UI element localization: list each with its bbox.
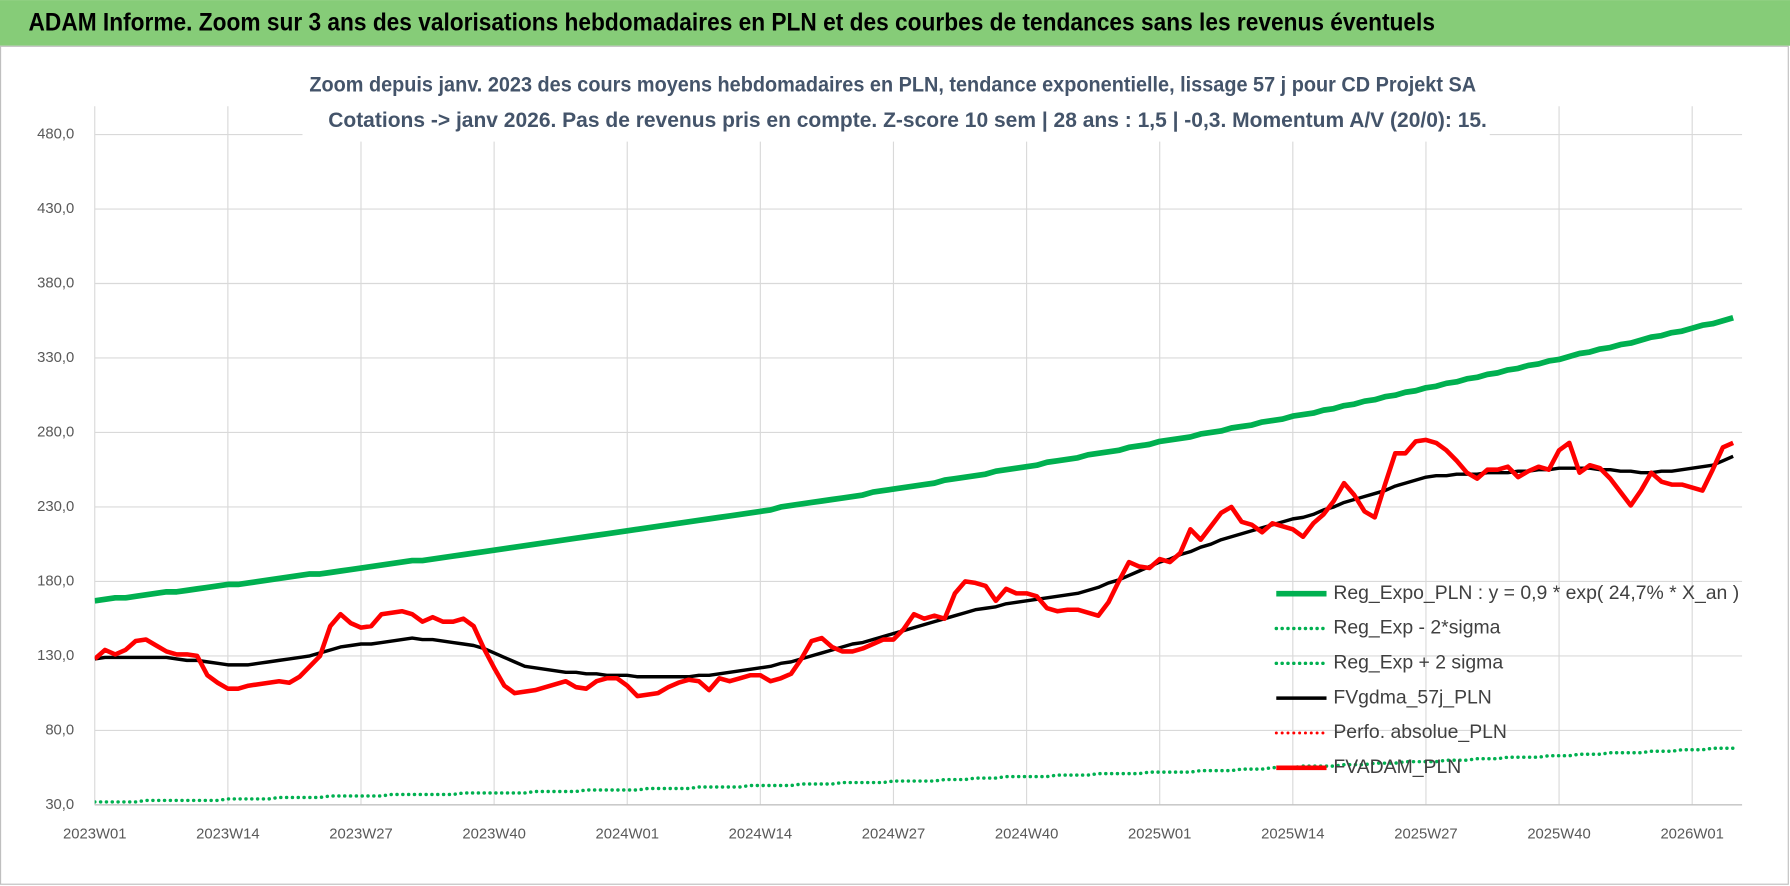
x-tick-label: 2025W14 [1261, 826, 1324, 842]
series-line [94, 437, 1735, 699]
x-tick-label: 2023W14 [196, 826, 259, 842]
legend-label: FVADAM_PLN [1333, 756, 1461, 778]
x-tick-label: 2023W27 [329, 826, 392, 842]
chart-subtitle: Cotations -> janv 2026. Pas de revenus p… [328, 107, 1487, 132]
series-line [94, 315, 1734, 604]
legend-label: FVgdma_57j_PLN [1333, 686, 1491, 708]
y-tick-label: 380,0 [37, 275, 74, 291]
legend-label: Reg_Exp - 2*sigma [1333, 617, 1500, 639]
x-tick-label: 2023W01 [63, 826, 126, 842]
chart-title: Zoom depuis janv. 2023 des cours moyens … [309, 71, 1476, 96]
y-tick-label: 280,0 [37, 424, 74, 440]
y-tick-label: 180,0 [37, 573, 74, 589]
y-tick-label: 330,0 [37, 350, 74, 366]
x-tick-label: 2023W40 [462, 826, 525, 842]
x-tick-label: 2026W01 [1660, 826, 1723, 842]
y-tick-label: 30,0 [45, 797, 74, 813]
y-tick-label: 130,0 [37, 648, 74, 664]
y-tick-label: 430,0 [37, 201, 74, 217]
legend-label: Perfo. absolue_PLN [1333, 721, 1507, 743]
x-tick-label: 2024W27 [862, 826, 925, 842]
legend-label: Reg_Exp + 2 sigma [1333, 651, 1503, 673]
x-tick-label: 2025W01 [1128, 826, 1191, 842]
y-tick-label: 480,0 [37, 126, 74, 142]
header-band [0, 0, 1790, 46]
title-box [302, 66, 1490, 142]
x-tick-label: 2025W27 [1394, 826, 1457, 842]
legend-label: Reg_Expo_PLN : y = 0,9 * exp( 24,7% * X_… [1333, 582, 1739, 604]
y-tick-label: 230,0 [37, 499, 74, 515]
series-line [94, 746, 1735, 804]
chart-border [0, 45, 1789, 885]
x-tick-label: 2025W40 [1527, 826, 1590, 842]
header-title: ADAM Informe. Zoom sur 3 ans des valoris… [29, 9, 1435, 37]
x-tick-label: 2024W14 [729, 826, 792, 842]
series-line [94, 454, 1734, 679]
x-tick-label: 2024W01 [595, 826, 658, 842]
x-tick-label: 2024W40 [995, 826, 1058, 842]
y-tick-label: 80,0 [45, 722, 74, 738]
